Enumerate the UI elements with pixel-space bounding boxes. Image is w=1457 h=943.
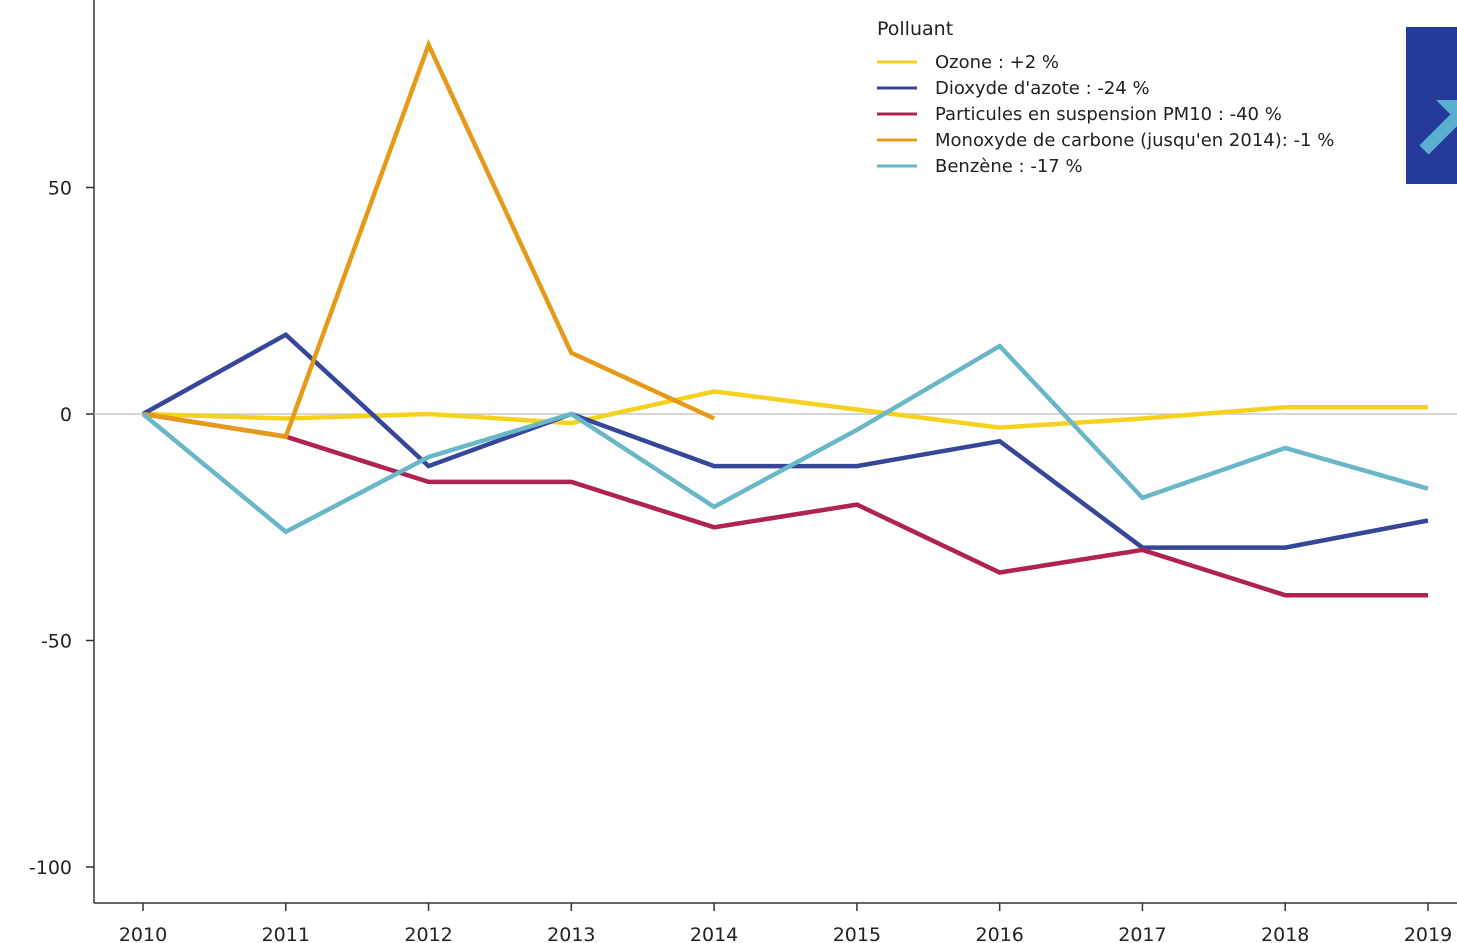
legend-entry-label: Particules en suspension PM10 : -40 %: [935, 104, 1282, 125]
x-tick-label: 2012: [404, 924, 452, 943]
y-tick-label: -100: [29, 857, 72, 879]
y-tick-label: 50: [48, 178, 72, 200]
x-tick-label: 2013: [547, 924, 595, 943]
x-tick-label: 2010: [119, 924, 167, 943]
x-tick-label: 2018: [1261, 924, 1309, 943]
legend-entry-label: Benzène : -17 %: [935, 156, 1083, 177]
x-tick-label: 2017: [1118, 924, 1166, 943]
legend-entry-label: Monoxyde de carbone (jusqu'en 2014): -1 …: [935, 130, 1334, 151]
legend-entry-label: Ozone : +2 %: [935, 52, 1059, 73]
y-tick-label: -50: [41, 631, 72, 653]
series-line-0: [142, 389, 1428, 430]
x-tick-label: 2019: [1404, 924, 1452, 943]
x-tick-label: 2011: [262, 924, 310, 943]
y-tick-label: 0: [60, 404, 72, 426]
axes: -100 -50 0 50 2010 2011 2012 2013 2014 2015 2016 20…: [29, 0, 1457, 943]
legend-title: Polluant: [877, 18, 953, 40]
expand-badge[interactable]: [1406, 27, 1457, 184]
series-line-3: [142, 38, 716, 440]
arrow-up-right-icon: [1419, 100, 1457, 155]
x-tick-label: 2015: [833, 924, 881, 943]
x-tick-label: 2016: [975, 924, 1023, 943]
series-line-4: [141, 343, 1429, 535]
series-lines: [141, 38, 1429, 598]
series-line-2: [142, 411, 1428, 598]
legend-entry-label: Dioxyde d'azote : -24 %: [935, 78, 1150, 99]
x-tick-label: 2014: [690, 924, 738, 943]
legend: Polluant Ozone : +2 % Dioxyde d'azote : -2…: [877, 18, 1334, 177]
